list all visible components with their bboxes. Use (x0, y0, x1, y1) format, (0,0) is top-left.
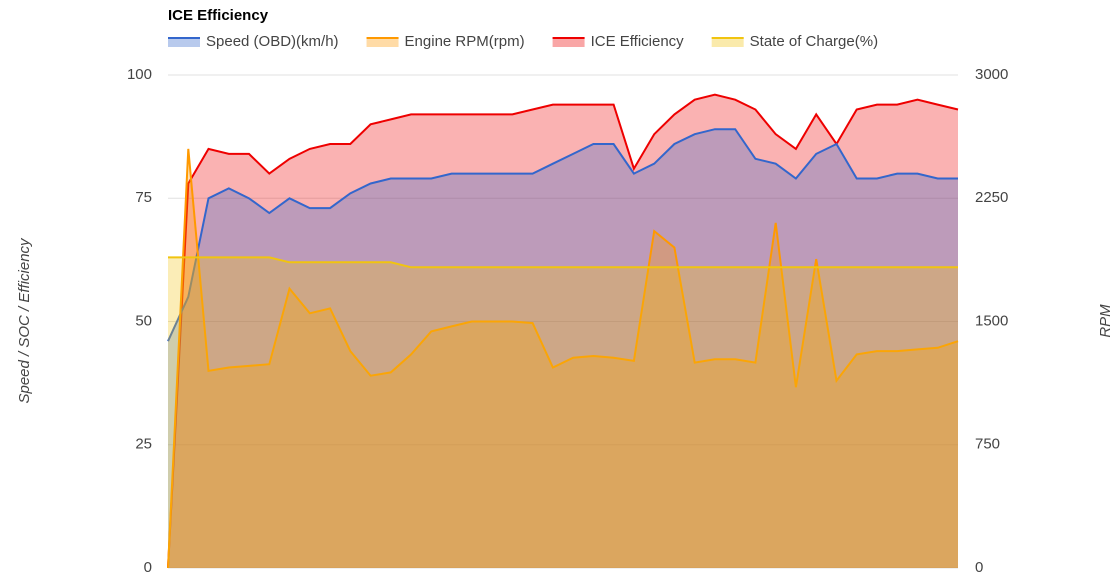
legend-label: State of Charge(%) (750, 33, 878, 50)
legend-label: Engine RPM(rpm) (405, 33, 525, 50)
line (168, 256, 958, 269)
line (167, 128, 958, 342)
legend-swatch (366, 37, 399, 47)
y2-axis-title: RPM (1097, 304, 1114, 338)
legend-label: Speed (OBD)(km/h) (206, 33, 339, 50)
area-fill (168, 94, 958, 568)
y2-tick-label: 0 (975, 559, 983, 576)
y-axis-title: Speed / SOC / Efficiency (16, 237, 33, 404)
y-tick-label: 100 (127, 66, 152, 83)
legend-swatch (552, 37, 585, 47)
legend-swatch (711, 37, 744, 47)
area-fill (168, 257, 958, 568)
y2-tick-label: 750 (975, 436, 1000, 453)
y-tick-label: 50 (135, 312, 152, 329)
y-tick-label: 25 (135, 436, 152, 453)
area-fill (168, 148, 958, 568)
line (167, 93, 959, 569)
legend-swatch (168, 37, 200, 47)
y2-tick-label: 1500 (975, 312, 1008, 329)
chart-title: ICE Efficiency (168, 7, 269, 24)
area-fill (168, 129, 958, 568)
y2-tick-label: 2250 (975, 189, 1008, 206)
y-tick-label: 75 (135, 189, 152, 206)
y-tick-label: 0 (144, 559, 152, 576)
line (167, 148, 959, 569)
y2-tick-label: 3000 (975, 66, 1008, 83)
legend-label: ICE Efficiency (591, 33, 685, 50)
